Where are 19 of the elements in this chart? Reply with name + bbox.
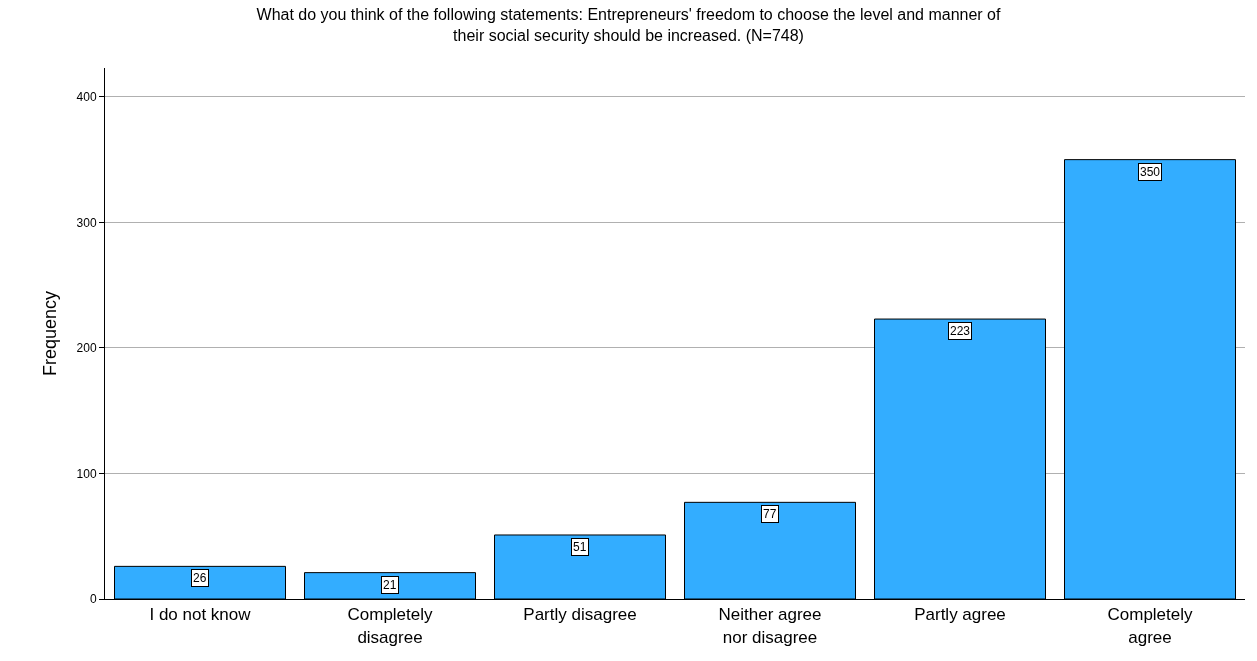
y-axis-title: Frequency bbox=[39, 290, 60, 377]
y-tick-label: 0 bbox=[89, 592, 97, 607]
data-label: 21 bbox=[383, 578, 397, 592]
x-tick-label: Partly disagree bbox=[523, 605, 637, 625]
data-label: 77 bbox=[763, 507, 777, 521]
x-tick-label: Neither agree nor disagree bbox=[718, 605, 822, 647]
x-tick-label: Completely agree bbox=[1107, 605, 1194, 647]
x-tick-label: Partly agree bbox=[914, 605, 1006, 625]
y-tick-label: 100 bbox=[76, 466, 97, 481]
x-tick-label: Completely disagree bbox=[347, 605, 434, 647]
data-label: 26 bbox=[193, 571, 207, 585]
x-tick-label: I do not know bbox=[149, 605, 252, 625]
chart-title: What do you think of the following statements: Entrepreneurs' freedom to choose the level and manner of their social security should be increased. (N=748) bbox=[256, 5, 1002, 44]
data-label: 350 bbox=[1140, 165, 1161, 179]
data-label: 223 bbox=[950, 324, 971, 338]
y-tick-label: 400 bbox=[76, 90, 97, 105]
y-tick-label: 300 bbox=[76, 215, 97, 230]
y-tick-label: 200 bbox=[76, 341, 97, 356]
data-label: 51 bbox=[573, 540, 587, 554]
